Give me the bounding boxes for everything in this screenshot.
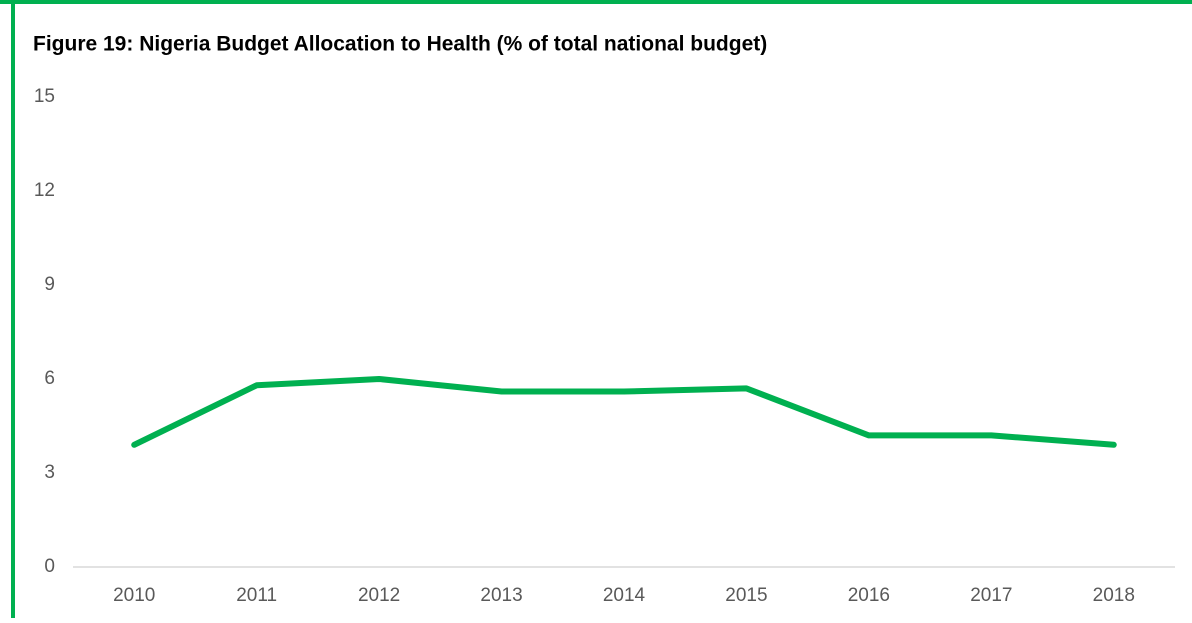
y-tick-label: 6 xyxy=(44,368,55,389)
x-tick-label: 2013 xyxy=(480,585,522,606)
x-tick-label: 2014 xyxy=(603,585,646,606)
x-tick-label: 2015 xyxy=(725,585,767,606)
x-tick-label: 2012 xyxy=(358,585,400,606)
y-tick-label: 12 xyxy=(34,180,55,201)
data-line xyxy=(131,376,1117,448)
x-tick-label: 2018 xyxy=(1093,585,1135,606)
chart-title: Figure 19: Nigeria Budget Allocation to … xyxy=(33,33,767,56)
x-tick-label: 2010 xyxy=(113,585,155,606)
x-tick-label: 2017 xyxy=(970,585,1012,606)
x-tick-label: 2016 xyxy=(848,585,890,606)
y-tick-label: 0 xyxy=(44,556,55,577)
y-tick-label: 15 xyxy=(34,86,55,107)
y-tick-label: 9 xyxy=(44,274,55,295)
y-tick-label: 3 xyxy=(44,462,55,483)
x-tick-label: 2011 xyxy=(236,585,277,606)
